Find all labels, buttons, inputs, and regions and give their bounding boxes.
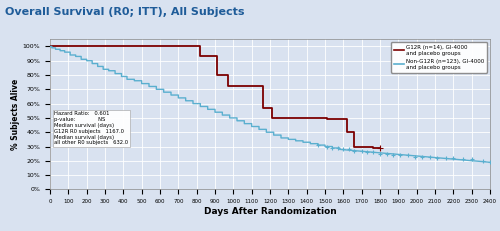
Text: Hazard Ratio:   0.601
p-value:              NS
Median survival (days)
G12R R0 su: Hazard Ratio: 0.601 p-value: NS Median s… — [54, 111, 128, 145]
Y-axis label: % Subjects Alive: % Subjects Alive — [11, 79, 20, 150]
Legend: G12R (n=14), GI-4000
and placebo groups, Non-G12R (n=123), GI-4000
and placebo g: G12R (n=14), GI-4000 and placebo groups,… — [391, 42, 487, 73]
Text: Overall Survival (R0; ITT), All Subjects: Overall Survival (R0; ITT), All Subjects — [5, 7, 244, 17]
X-axis label: Days After Randomization: Days After Randomization — [204, 207, 336, 216]
